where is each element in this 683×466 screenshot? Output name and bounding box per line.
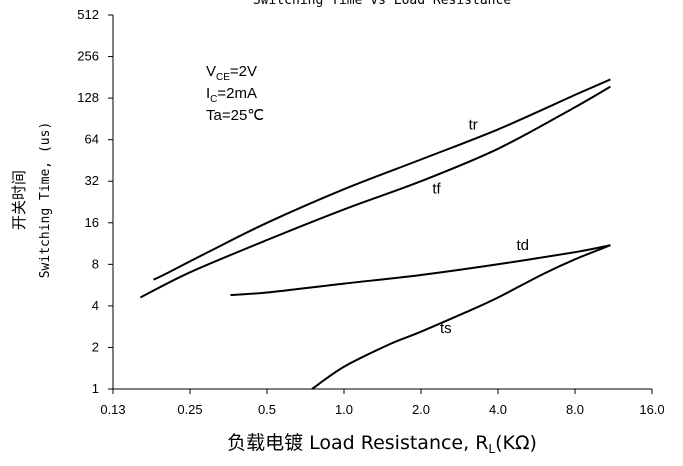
series-line-tf: [139, 85, 611, 299]
y-tick-label: 16: [85, 215, 99, 230]
curve-label-ts: ts: [440, 320, 452, 337]
y-tick-label: 64: [85, 132, 99, 147]
condition-line: VCE=2V: [206, 63, 257, 83]
x-tick-label: 8.0: [566, 402, 584, 417]
x-tick-label: 2.0: [412, 402, 430, 417]
x-axis-title: 负载电镀 Load Resistance, RL(KΩ): [227, 432, 537, 456]
y-axis-title-chinese: 开关时间: [10, 170, 28, 230]
y-axis-title: Switching Time, (us): [38, 122, 53, 279]
series-line-td: [230, 244, 611, 296]
y-tick-label: 2: [92, 339, 99, 354]
x-tick-label: 0.25: [177, 402, 202, 417]
y-tick-label: 1: [92, 381, 99, 396]
y-tick-label: 8: [92, 256, 99, 271]
curve-label-tf: tf: [432, 181, 441, 198]
x-tick-label: 4.0: [489, 402, 507, 417]
curve-label-td: td: [517, 237, 530, 254]
y-tick-label: 512: [77, 7, 99, 22]
x-tick-label: 16.0: [639, 402, 664, 417]
axes: [112, 15, 652, 390]
curves: [139, 78, 611, 390]
condition-line: Ta=25℃: [206, 107, 264, 124]
x-tick-label: 0.13: [100, 402, 125, 417]
y-tick-label: 256: [77, 49, 99, 64]
x-ticks: 0.13 0.25 0.5 1.0 2.0 4.0 8.0 16.0: [100, 389, 665, 417]
y-tick-label: 32: [85, 173, 99, 188]
series-line-tr: [153, 78, 611, 281]
y-tick-label: 128: [77, 90, 99, 105]
y-tick-label: 4: [92, 298, 99, 313]
series-line-ts: [311, 244, 611, 390]
chart-title: Switching Time vs Load Resistance: [253, 0, 511, 8]
curve-labels: tr tf td ts: [432, 116, 529, 337]
x-tick-label: 0.5: [258, 402, 276, 417]
x-tick-label: 1.0: [335, 402, 353, 417]
condition-line: IC=2mA: [206, 85, 257, 105]
curve-label-tr: tr: [469, 116, 478, 133]
y-ticks: 1 2 4 8 16 32 64 128 256 512: [77, 7, 113, 396]
